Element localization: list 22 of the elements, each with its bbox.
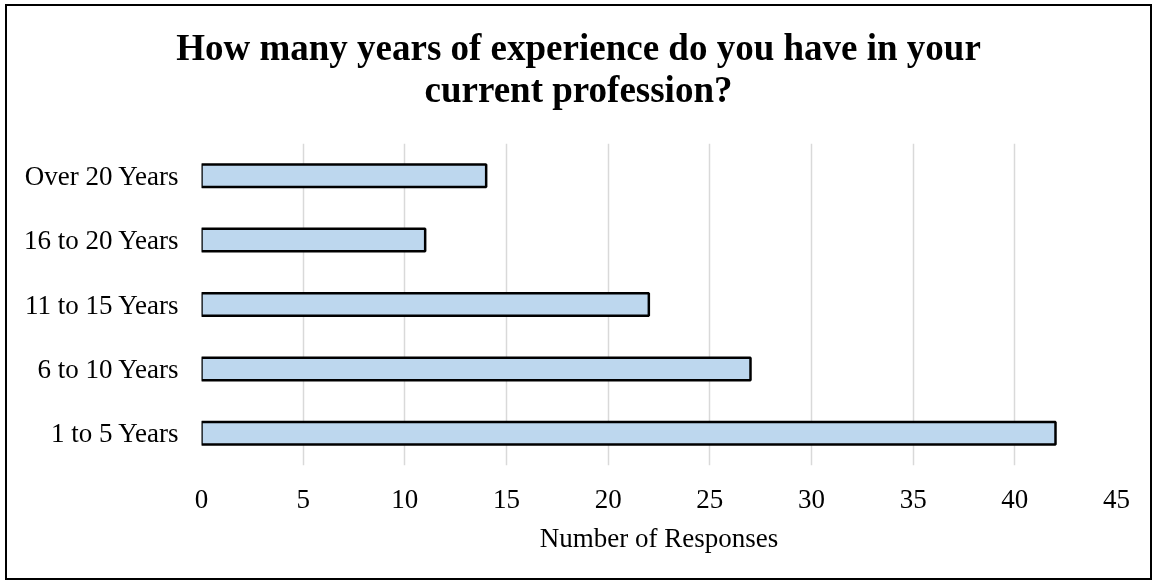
y-tick-label: 1 to 5 Years xyxy=(50,418,179,449)
y-tick-label: Over 20 Years xyxy=(24,160,179,191)
bar xyxy=(201,163,488,189)
y-tick-label: 6 to 10 Years xyxy=(37,353,179,384)
bar xyxy=(201,227,427,253)
x-tick-label: 15 xyxy=(493,483,520,514)
y-tick-label: 16 to 20 Years xyxy=(23,225,179,256)
x-tick-label: 25 xyxy=(696,483,724,514)
x-axis-title: Number of Responses xyxy=(539,522,779,553)
y-tick-label: 11 to 15 Years xyxy=(24,289,179,320)
chart-title: How many years of experience do you have in your current profession? xyxy=(175,27,982,111)
x-tick-label: 40 xyxy=(1001,483,1029,514)
x-tick-label: 45 xyxy=(1103,483,1130,514)
x-tick-label: 0 xyxy=(194,483,209,514)
x-tick-label: 5 xyxy=(296,483,310,514)
x-tick-label: 35 xyxy=(899,483,927,514)
bar xyxy=(201,356,752,382)
x-tick-label: 10 xyxy=(391,483,419,514)
x-tick-label: 20 xyxy=(594,483,622,514)
bar xyxy=(201,420,1057,446)
bar xyxy=(201,291,651,318)
x-tick-label: 30 xyxy=(798,483,825,514)
